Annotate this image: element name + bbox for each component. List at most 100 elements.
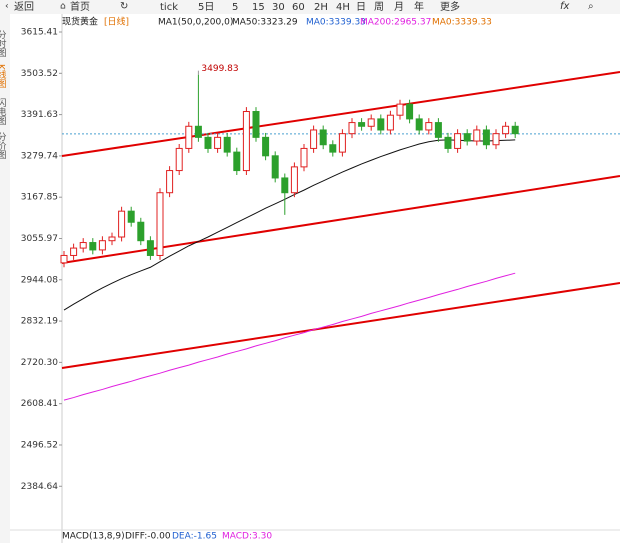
toolbar-item[interactable]: 年: [414, 0, 424, 13]
candle-body: [127, 210, 135, 223]
candle-body: [166, 170, 174, 194]
toolbar-item[interactable]: tick: [160, 2, 178, 13]
y-tick-label: 2832.19: [21, 317, 58, 327]
side-tab[interactable]: 分价图: [0, 132, 6, 160]
y-tick-label: 2608.41: [21, 399, 58, 409]
side-tab[interactable]: K线图: [0, 64, 6, 89]
candle-body: [70, 247, 78, 256]
candle-body: [290, 166, 298, 194]
candle-body: [204, 136, 212, 149]
candle-body: [358, 122, 366, 127]
side-bar: [0, 14, 10, 543]
legend-item: MA1(50,0,200,0): [158, 18, 233, 28]
candle-body: [482, 129, 490, 146]
candle-body: [367, 118, 375, 127]
candle-body: [175, 147, 183, 172]
candle-body: [271, 155, 279, 179]
candle-body: [434, 122, 442, 138]
y-tick-label: 3391.63: [21, 110, 58, 120]
toolbar-item[interactable]: 月: [394, 1, 404, 13]
candle-body: [214, 136, 222, 149]
candle-body: [406, 103, 414, 120]
candle-body: [98, 240, 106, 251]
toolbar-item[interactable]: 日: [356, 2, 366, 13]
toolbar-item[interactable]: 15: [252, 2, 265, 13]
back-icon[interactable]: ‹: [5, 2, 9, 12]
candle-body: [348, 122, 356, 135]
high-label: 3499.83: [201, 64, 238, 74]
macd-label: MACD(13,8,9): [62, 532, 125, 542]
candle-body: [386, 114, 394, 131]
candle-body: [377, 118, 385, 131]
home-icon[interactable]: ⌂: [60, 2, 66, 12]
ma-line: [63, 139, 516, 311]
legend-item: MA200:2965.37: [360, 18, 431, 28]
legend-item: MA0:3339.33: [432, 18, 492, 28]
candle-body: [511, 125, 519, 135]
candle-body: [492, 133, 500, 146]
toolbar-item[interactable]: 30: [272, 2, 285, 13]
trend-line: [61, 71, 620, 157]
candle-body: [242, 111, 250, 172]
y-tick-label: 3055.97: [21, 234, 58, 244]
toolbar-item[interactable]: 5: [232, 2, 238, 13]
y-tick-label: 3503.52: [21, 69, 58, 79]
toolbar-item[interactable]: 更多: [440, 0, 460, 13]
refresh-icon[interactable]: ↻: [120, 1, 128, 12]
trend-line: [61, 175, 620, 264]
trend-line: [61, 282, 620, 369]
candle-body: [329, 144, 337, 153]
candle-body: [60, 254, 68, 264]
toolbar-item[interactable]: 5日: [198, 2, 214, 13]
y-tick-label: 2944.08: [21, 275, 58, 285]
y-tick-label: 3167.85: [21, 193, 58, 203]
candle-body: [108, 236, 116, 242]
candle-body: [425, 122, 433, 131]
toolbar-item[interactable]: 周: [374, 1, 384, 13]
candle-body: [137, 221, 145, 242]
fx-icon[interactable]: fx: [560, 1, 570, 12]
candle-body: [185, 125, 193, 149]
candle-body: [444, 136, 452, 149]
candle-body: [89, 242, 97, 251]
toolbar-item[interactable]: 4H: [336, 2, 350, 13]
y-tick-label: 3279.74: [21, 151, 58, 161]
y-tick-label: 2496.52: [21, 440, 58, 450]
candle-body: [262, 136, 270, 157]
toolbar-bg: [0, 0, 620, 14]
toolbar-item[interactable]: 2H: [314, 2, 328, 13]
candle-body: [396, 103, 404, 116]
toolbar-item[interactable]: 返回: [14, 1, 34, 13]
candle-body: [233, 151, 241, 172]
search-icon[interactable]: ⌕: [588, 1, 594, 12]
candle-body: [118, 210, 126, 238]
candle-body: [310, 129, 318, 149]
candle-body: [338, 133, 346, 153]
side-tab[interactable]: 分时图: [0, 30, 6, 58]
toolbar-item[interactable]: 首页: [70, 0, 90, 13]
candle-body: [473, 129, 481, 142]
candle-body: [194, 125, 202, 138]
candle-body: [146, 240, 154, 256]
y-tick-label: 2384.64: [21, 482, 58, 492]
candle-body: [463, 133, 471, 142]
candle-body: [300, 147, 308, 168]
candle-body: [454, 133, 462, 149]
side-tab[interactable]: 闪电图: [0, 98, 6, 126]
macd-label: DIFF:-0.00: [125, 532, 171, 542]
y-tick-label: 3615.41: [21, 28, 58, 38]
candle-body: [156, 192, 164, 256]
toolbar-item[interactable]: 60: [292, 2, 305, 13]
y-tick-label: 2720.30: [21, 358, 58, 368]
legend-item: [日线]: [104, 16, 129, 28]
candle-body: [415, 118, 423, 131]
legend-item: MA50:3323.29: [232, 18, 298, 28]
candle-body: [252, 111, 260, 138]
candle-body: [319, 129, 327, 146]
candle-body: [223, 136, 231, 153]
ma-line: [63, 272, 516, 401]
macd-label: DEA:-1.65: [172, 532, 217, 542]
candle-body: [502, 125, 510, 135]
